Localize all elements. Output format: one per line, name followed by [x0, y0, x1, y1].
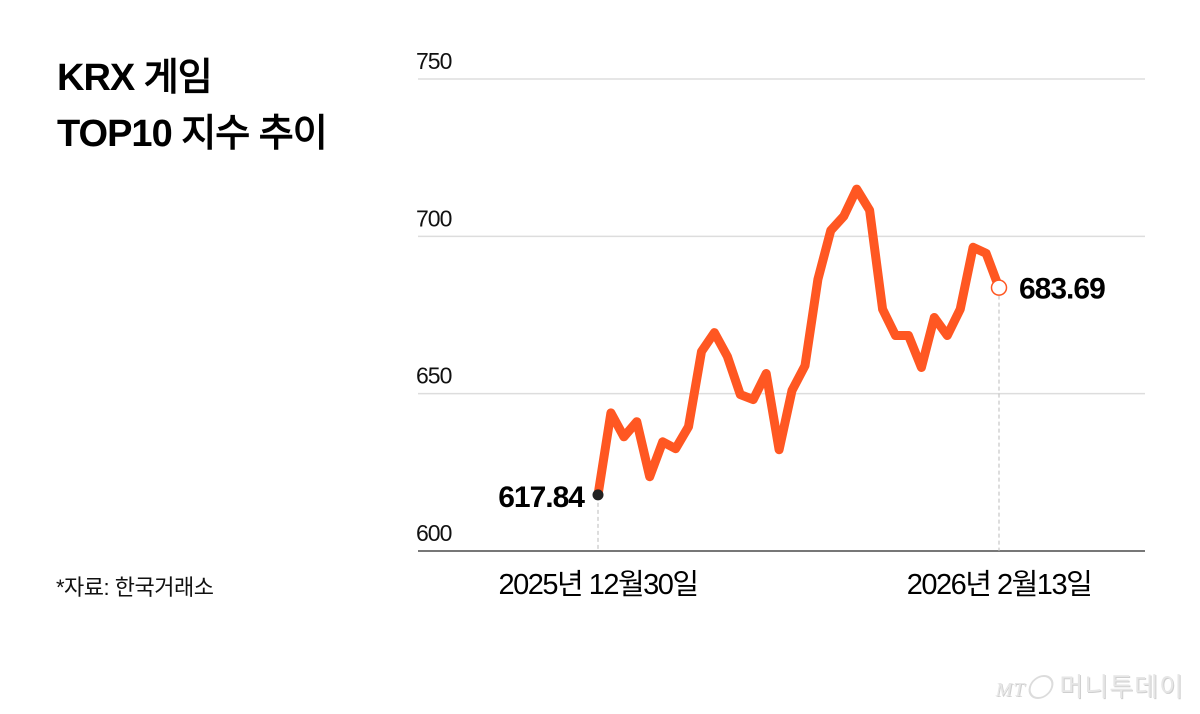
x-axis-ticks: 2025년 12월30일 2026년 2월13일	[498, 568, 1092, 601]
start-value-label: 617.84	[498, 481, 585, 514]
chart-title: KRX 게임 TOP10 지수 추이	[57, 50, 328, 162]
x-tick-label: 2026년 2월13일	[907, 568, 1092, 601]
start-point-marker	[592, 489, 604, 501]
index-line	[593, 184, 1004, 500]
watermark-name: 머니투데이	[1059, 672, 1184, 702]
x-tick-label: 2025년 12월30일	[498, 568, 697, 601]
guide-lines	[597, 295, 1000, 551]
mt-logo-text: MT	[995, 679, 1026, 701]
chart-title-line-1: KRX 게임	[57, 57, 213, 99]
chart-title-line-2: TOP10 지수 추이	[57, 113, 328, 155]
y-axis-ticks: 600 650 700 750	[416, 48, 453, 546]
gridlines	[418, 78, 1145, 395]
source-note: *자료: 한국거래소	[56, 575, 214, 600]
watermark-logo: MT 머니투데이	[996, 667, 1184, 704]
y-tick-label: 750	[416, 48, 452, 74]
logo-ring-icon	[1026, 675, 1057, 699]
y-tick-label: 700	[416, 205, 452, 231]
end-value-label: 683.69	[1019, 273, 1105, 306]
y-tick-label: 650	[416, 363, 452, 389]
y-tick-label: 600	[416, 520, 452, 546]
end-point-marker	[990, 279, 1008, 296]
